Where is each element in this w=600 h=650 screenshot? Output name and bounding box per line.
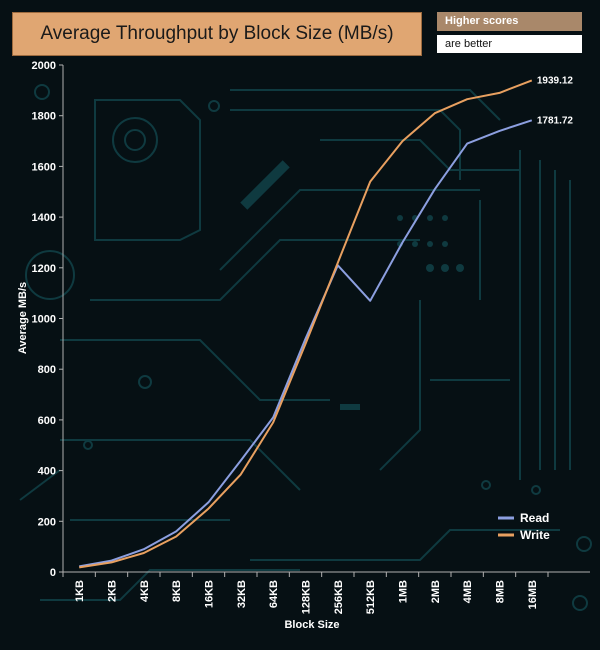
end-label-read: 1781.72 xyxy=(537,115,574,126)
end-label-write: 1939.12 xyxy=(537,75,574,86)
y-tick-label: 1000 xyxy=(32,314,56,326)
are-better-note: are better xyxy=(437,35,582,53)
x-tick-label: 16MB xyxy=(527,580,539,609)
y-tick-label: 800 xyxy=(38,364,56,376)
higher-scores-note: Higher scores xyxy=(437,12,582,31)
x-tick-label: 16KB xyxy=(204,580,216,608)
y-tick-label: 1200 xyxy=(32,263,56,275)
y-axis-ticks: 0 200 400 600 800 1000 1200 1400 1600 1800 2000 xyxy=(32,60,63,579)
x-axis-title: Block Size xyxy=(284,619,339,631)
y-tick-label: 200 xyxy=(38,516,56,528)
chart-legend: Read Write xyxy=(498,511,550,542)
x-tick-label: 2MB xyxy=(430,580,442,603)
y-tick-label: 400 xyxy=(38,466,56,478)
x-tick-label: 8KB xyxy=(171,580,183,602)
series-layer: 1781.72 1939.12 xyxy=(79,75,574,569)
y-tick-label: 1400 xyxy=(32,212,56,224)
y-axis-title: Average MB/s xyxy=(17,282,29,354)
x-tick-label: 8MB xyxy=(495,580,507,603)
y-tick-label: 600 xyxy=(38,415,56,427)
legend-read-label: Read xyxy=(520,511,549,525)
x-tick-label: 1MB xyxy=(398,580,410,603)
x-axis-ticks: 1KB 2KB 4KB 8KB 16KB 32KB 64KB 128KB 256KB 512KB 1… xyxy=(62,572,549,614)
x-tick-label: 256KB xyxy=(333,580,345,614)
x-tick-label: 512KB xyxy=(365,580,377,614)
y-tick-label: 1600 xyxy=(32,161,56,173)
x-tick-label: 1KB xyxy=(74,580,86,602)
y-tick-label: 0 xyxy=(50,567,56,579)
y-tick-label: 1800 xyxy=(32,111,56,123)
x-tick-label: 4KB xyxy=(139,580,151,602)
x-tick-label: 4MB xyxy=(462,580,474,603)
chart-title: Average Throughput by Block Size (MB/s) xyxy=(12,12,422,56)
x-tick-label: 32KB xyxy=(236,580,248,608)
y-tick-label: 2000 xyxy=(32,60,56,72)
x-tick-label: 128KB xyxy=(301,580,313,614)
series-line-read xyxy=(79,119,533,568)
series-line-write xyxy=(79,79,533,569)
x-tick-label: 64KB xyxy=(268,580,280,608)
legend-write-label: Write xyxy=(520,528,550,542)
x-tick-label: 2KB xyxy=(107,580,119,602)
